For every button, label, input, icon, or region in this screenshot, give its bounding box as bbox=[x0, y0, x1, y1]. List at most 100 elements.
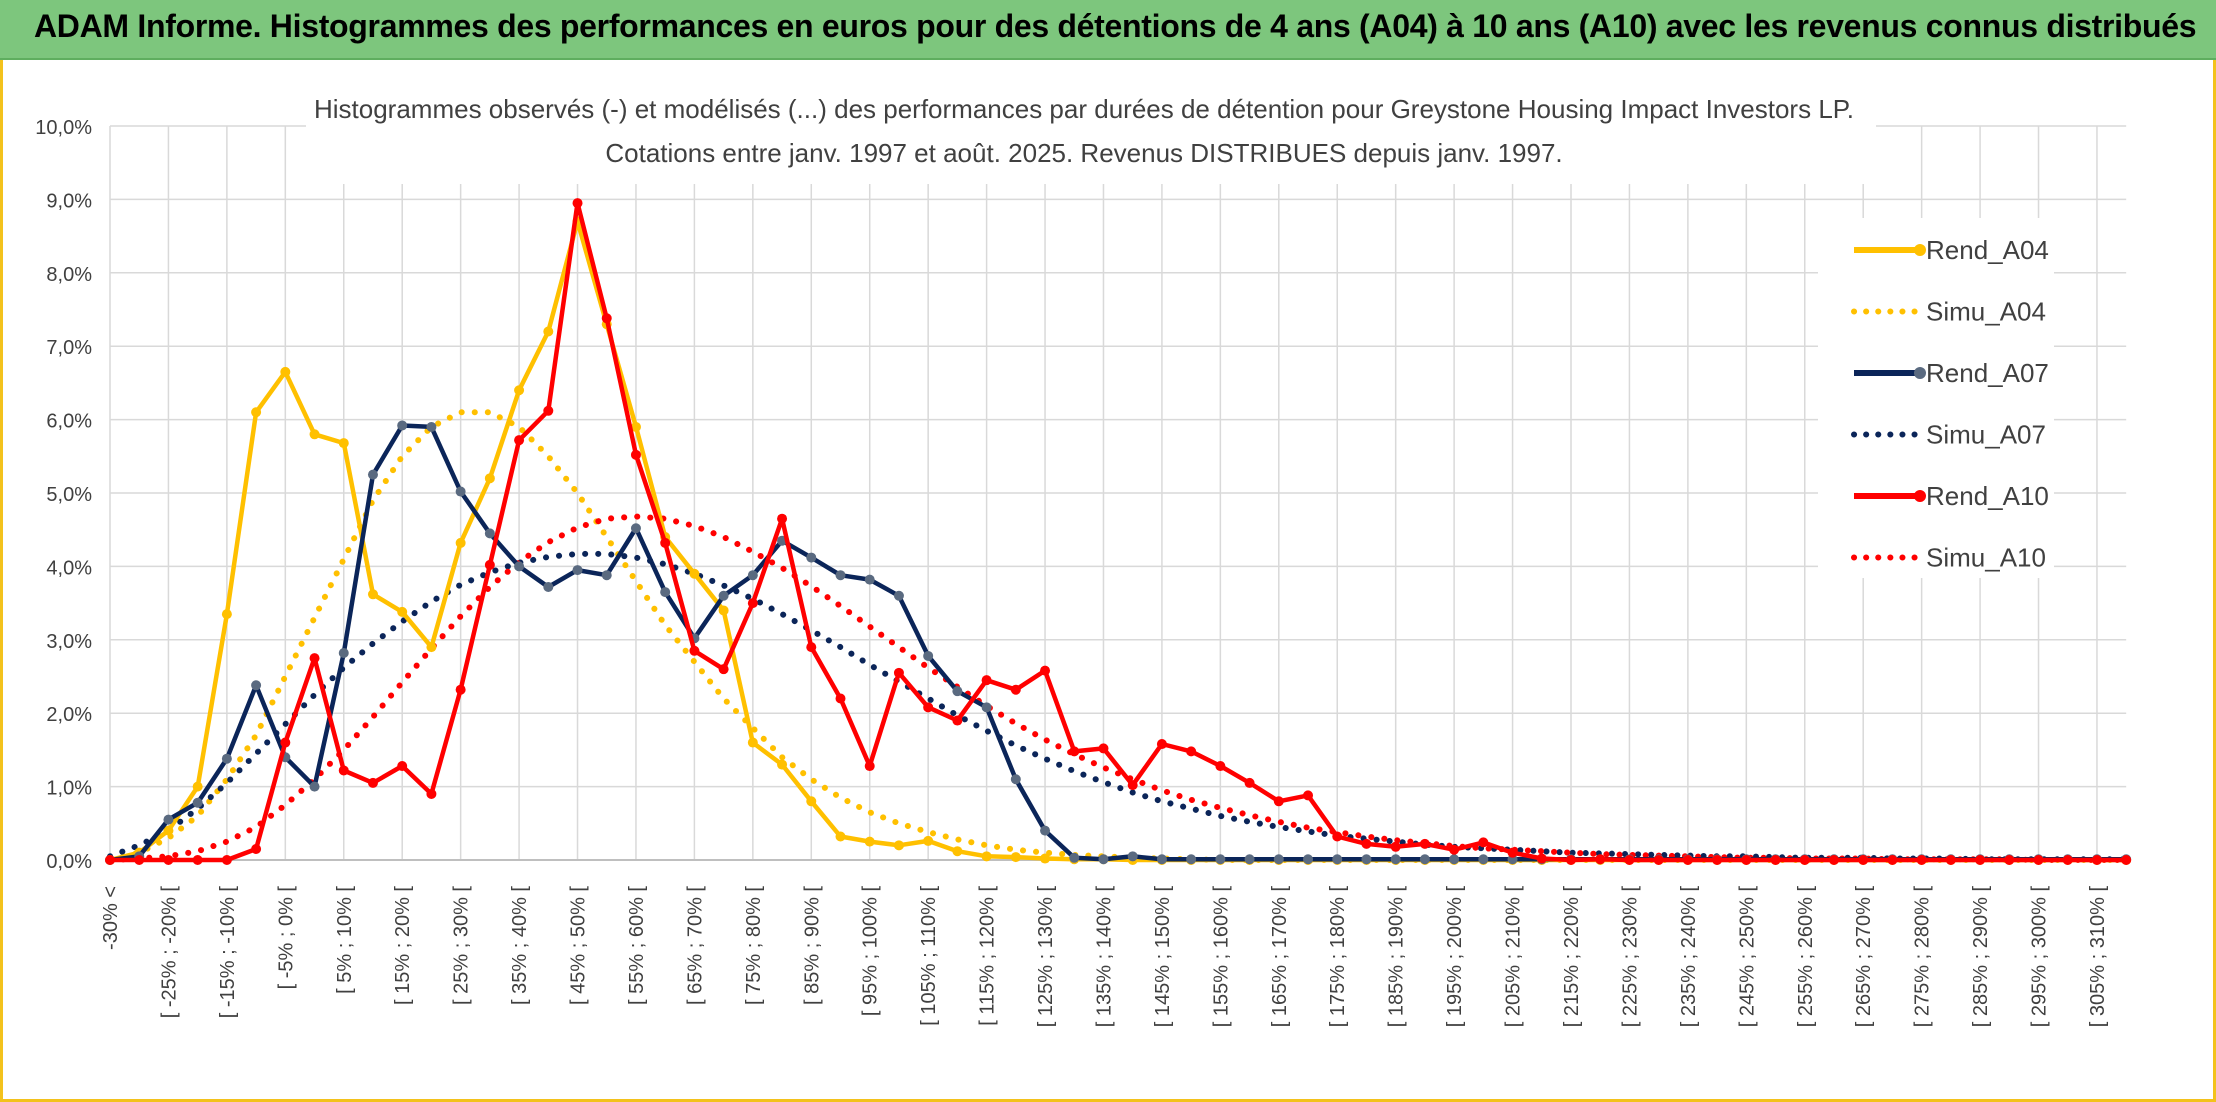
legend-label: Rend_A04 bbox=[1926, 235, 2049, 265]
series-line-Simu_A07 bbox=[107, 550, 2130, 863]
data-point bbox=[1156, 739, 1167, 750]
legend-item-Simu_A07: Simu_A07 bbox=[1851, 420, 2046, 450]
data-point bbox=[426, 788, 437, 799]
data-point bbox=[251, 407, 262, 418]
data-point bbox=[367, 469, 378, 480]
data-point bbox=[1390, 854, 1401, 865]
x-tick-label: [ 185% ; 190% [ bbox=[1386, 886, 1408, 1028]
data-point bbox=[1975, 855, 1986, 865]
data-point bbox=[1156, 854, 1167, 865]
x-tick-label: [ 215% ; 220% [ bbox=[1561, 886, 1583, 1028]
data-point bbox=[367, 777, 378, 788]
data-point bbox=[192, 781, 203, 792]
data-point bbox=[1712, 855, 1723, 865]
data-point bbox=[1624, 855, 1635, 865]
legend-label: Simu_A10 bbox=[1926, 543, 2046, 573]
data-point bbox=[163, 855, 174, 865]
data-point bbox=[601, 570, 612, 581]
x-tick-label: [ 195% ; 200% [ bbox=[1444, 886, 1466, 1028]
data-point bbox=[221, 855, 232, 865]
x-tick-label: [ 225% ; 230% [ bbox=[1619, 886, 1641, 1028]
data-point bbox=[397, 761, 408, 772]
data-point bbox=[1361, 854, 1372, 865]
data-point bbox=[1478, 837, 1489, 848]
y-tick-label: 4,0% bbox=[46, 557, 92, 579]
data-point bbox=[1595, 854, 1606, 865]
data-point bbox=[660, 537, 671, 548]
data-point bbox=[514, 435, 525, 446]
x-tick-label: [ 235% ; 240% [ bbox=[1678, 886, 1700, 1028]
data-point bbox=[1098, 743, 1109, 754]
data-point bbox=[484, 473, 495, 484]
data-point bbox=[426, 642, 437, 653]
data-point bbox=[1507, 847, 1518, 858]
y-tick-label: 0,0% bbox=[46, 851, 92, 873]
data-point bbox=[1916, 855, 1927, 865]
data-point bbox=[718, 605, 729, 616]
data-point bbox=[981, 702, 992, 713]
data-point bbox=[1273, 854, 1284, 865]
data-point bbox=[1040, 825, 1051, 836]
data-point bbox=[1478, 854, 1489, 865]
x-tick-label: [ 125% ; 130% [ bbox=[1035, 886, 1057, 1028]
data-point bbox=[309, 781, 320, 792]
x-tick-label: [ 5% ; 10% [ bbox=[334, 886, 356, 994]
data-point bbox=[397, 420, 408, 431]
data-point bbox=[484, 528, 495, 539]
data-point bbox=[1390, 841, 1401, 852]
data-point bbox=[1069, 852, 1080, 863]
data-point bbox=[572, 198, 583, 209]
y-tick-label: 7,0% bbox=[46, 337, 92, 359]
x-tick-label: [ -25% ; -20% [ bbox=[158, 886, 180, 1019]
data-point bbox=[1945, 855, 1956, 865]
legend: Rend_A04 Simu_A04 Rend_A07 Simu_A07 Rend_A10… bbox=[1818, 218, 2054, 578]
data-point bbox=[484, 559, 495, 570]
legend-marker bbox=[1914, 367, 1926, 379]
x-tick-label: [ 55% ; 60% [ bbox=[626, 886, 648, 1005]
y-tick-label: 3,0% bbox=[46, 631, 92, 653]
data-point bbox=[2091, 855, 2102, 865]
data-point bbox=[1303, 790, 1314, 801]
data-point bbox=[2004, 855, 2015, 865]
x-tick-label: [ 15% ; 20% [ bbox=[392, 886, 414, 1005]
x-tick-label: [ 165% ; 170% [ bbox=[1269, 886, 1291, 1028]
x-tick-label: -30% < bbox=[100, 886, 122, 950]
histogram-chart: 0,0% 1,0% 2,0% 3,0% 4,0% 5,0% 6,0% 7,0% 8,0% 9,0%… bbox=[35, 84, 2132, 1028]
data-point bbox=[572, 565, 583, 576]
legend-item-Rend_A07: Rend_A07 bbox=[1854, 358, 2049, 388]
page-title: ADAM Informe. Histogrammes des performan… bbox=[34, 8, 2197, 44]
legend-item-Simu_A10: Simu_A10 bbox=[1851, 543, 2046, 573]
x-tick-label: [ 75% ; 80% [ bbox=[743, 886, 765, 1005]
data-point bbox=[1303, 854, 1314, 865]
data-point bbox=[1536, 853, 1547, 864]
data-point bbox=[1215, 854, 1226, 865]
data-point bbox=[1215, 761, 1226, 772]
data-point bbox=[1828, 855, 1839, 865]
data-point bbox=[338, 438, 349, 449]
data-point bbox=[543, 581, 554, 592]
data-point bbox=[1799, 855, 1810, 865]
x-tick-label: [ 155% ; 160% [ bbox=[1210, 886, 1232, 1028]
data-point bbox=[2033, 855, 2044, 865]
data-point bbox=[1419, 838, 1430, 849]
data-point bbox=[1244, 777, 1255, 788]
title-background bbox=[306, 84, 1876, 184]
data-point bbox=[689, 568, 700, 579]
data-point bbox=[280, 737, 291, 748]
data-point bbox=[1127, 851, 1138, 862]
x-tick-label: [ 65% ; 70% [ bbox=[684, 886, 706, 1005]
y-tick-label: 2,0% bbox=[46, 704, 92, 726]
y-tick-label: 6,0% bbox=[46, 411, 92, 433]
chart-title: Histogrammes observés (-) et modélisés (… bbox=[314, 94, 1854, 124]
grid-layer bbox=[109, 125, 2127, 861]
data-point bbox=[1010, 852, 1021, 863]
y-tick-label: 5,0% bbox=[46, 484, 92, 506]
data-point bbox=[981, 851, 992, 862]
series-Rend_A10 bbox=[105, 198, 2132, 865]
data-point bbox=[952, 686, 963, 697]
data-point bbox=[689, 645, 700, 656]
x-tick-label: [ 25% ; 30% [ bbox=[451, 886, 473, 1005]
data-point bbox=[1770, 855, 1781, 865]
data-point bbox=[1858, 855, 1869, 865]
data-point bbox=[952, 715, 963, 726]
